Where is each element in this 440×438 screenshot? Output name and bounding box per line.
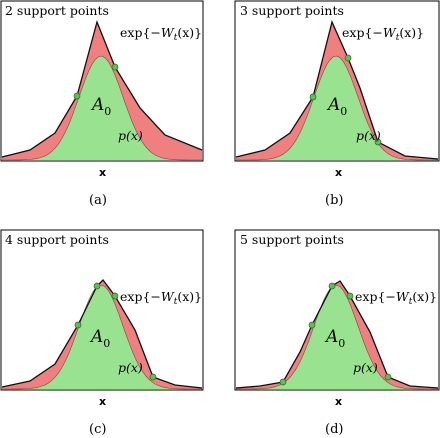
density-area [236,56,438,160]
density-curve [2,284,202,390]
panel-a: 2 support points exp{−Wt(x)} A0 p(x) x (… [0,0,204,208]
density-area [2,285,202,389]
region-label: A0 [89,327,110,350]
panel-title: 3 support points [240,3,344,18]
density-label: p(x) [353,360,378,375]
envelope-label: exp{−Wt(x)} [120,25,202,43]
support-point [73,92,81,100]
panel-caption: (c) [89,422,106,437]
support-point [111,63,119,71]
envelope-curve [235,280,439,389]
density-label: p(x) [356,128,381,143]
support-point [279,378,287,386]
support-point [149,373,157,381]
envelope-label: exp{−Wt(x)} [355,289,437,307]
support-point [328,282,336,290]
x-axis-label: x [99,395,106,408]
density-curve [236,284,438,390]
envelope-label: exp{−Wt(x)} [120,289,202,307]
density-area [236,285,438,389]
support-point [111,292,119,300]
x-axis-label: x [335,395,342,408]
density-label: p(x) [118,128,143,143]
envelope-curve [1,19,203,158]
panel-c: 4 support points exp{−Wt(x)} A0 p(x) x (… [0,229,204,437]
region-label: A0 [324,327,345,350]
region-label: A0 [90,95,111,118]
support-point [374,138,382,146]
density-curve [2,55,202,161]
support-point [346,292,354,300]
panel-b: 3 support points exp{−Wt(x)} A0 p(x) x (… [234,0,440,208]
panel-title: 2 support points [5,3,109,18]
x-axis-label: x [99,166,106,179]
panel-d: 5 support points exp{−Wt(x)} A0 p(x) x (… [234,229,440,437]
density-label: p(x) [118,360,143,375]
panel-caption: (d) [325,422,343,437]
panel-title: 4 support points [5,232,109,247]
x-axis-label: x [335,166,342,179]
support-point [384,373,392,381]
support-point [74,321,82,329]
support-point [344,54,352,62]
region-label: A0 [326,95,347,118]
support-point [309,93,317,101]
envelope-curve [1,279,203,389]
envelope-label: exp{−Wt(x)} [342,25,424,43]
panel-caption: (a) [89,193,107,208]
panel-title: 5 support points [240,232,344,247]
support-point [308,321,316,329]
support-point [93,282,101,290]
panel-caption: (b) [325,193,343,208]
density-area [2,56,202,160]
envelope-curve [235,20,439,160]
density-curve [236,55,438,161]
